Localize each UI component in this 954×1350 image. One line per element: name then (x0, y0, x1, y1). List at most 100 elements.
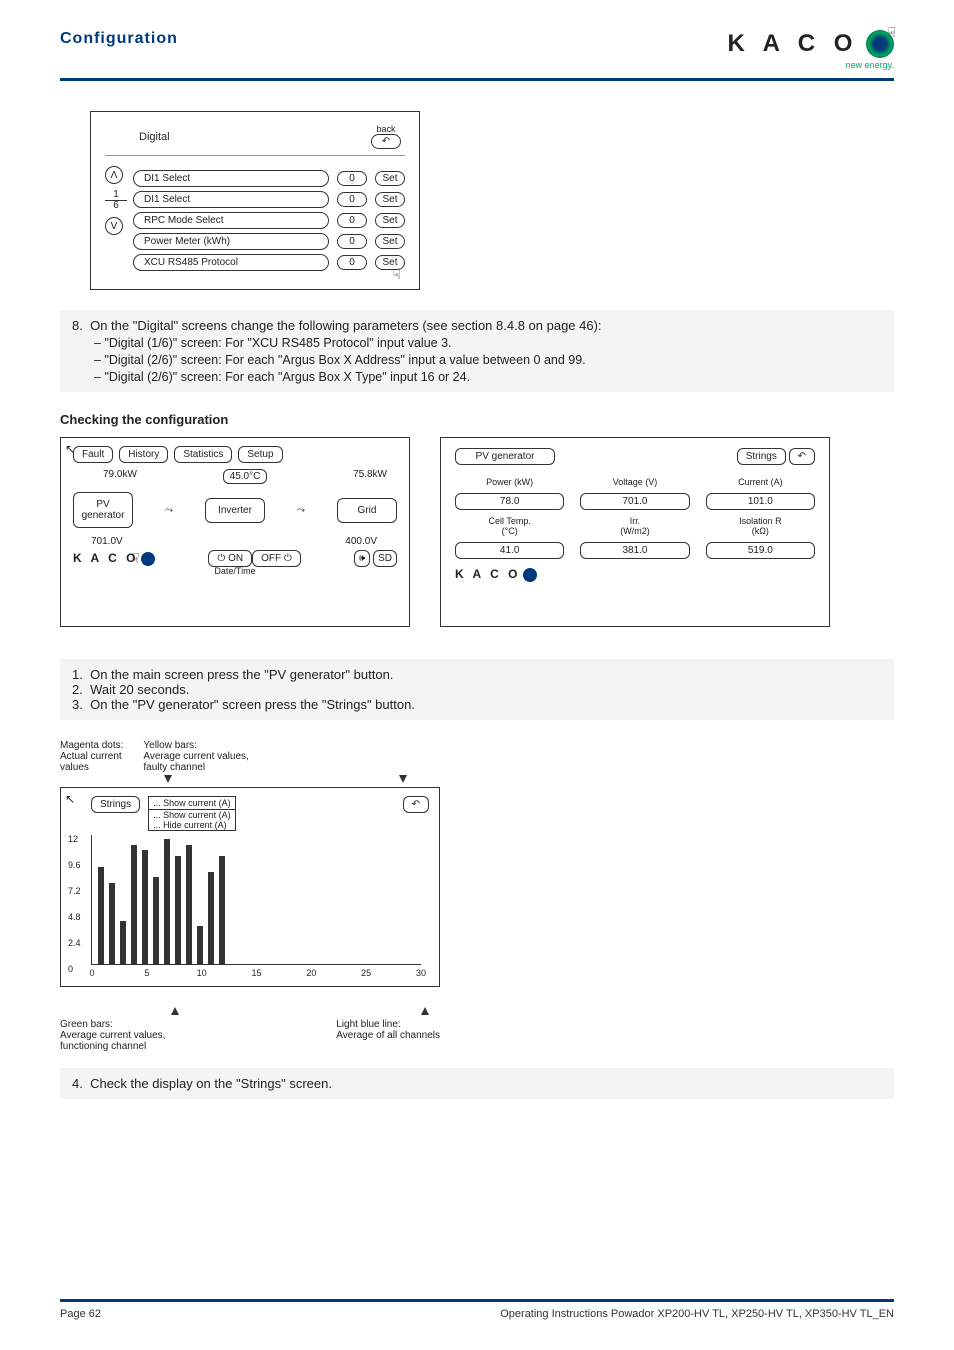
arrow-down-icon (399, 775, 407, 783)
data-value: 101.0 (706, 493, 815, 510)
substep: "Digital (1/6)" screen: For "XCU RS485 P… (94, 336, 882, 350)
legend-text: Light blue line: (336, 1019, 440, 1030)
on-button[interactable]: ⏻ ON (208, 550, 252, 567)
data-value: 41.0 (455, 542, 564, 559)
grid-voltage: 400.0V (345, 536, 377, 547)
down-icon[interactable]: V (105, 217, 123, 235)
step-text: On the "PV generator" screen press the "… (90, 697, 415, 712)
instruction-block-8: 8. On the "Digital" screens change the f… (60, 310, 894, 392)
param-label: DI1 Select (133, 191, 329, 208)
data-label: Current (A) (706, 477, 815, 487)
legend-text: Magenta dots: (60, 740, 123, 751)
page-indicator-col: Λ 1 6 V (105, 166, 127, 275)
legend-text: functioning channel (60, 1041, 165, 1052)
chart-bar (109, 883, 115, 964)
setup-tab[interactable]: Setup (238, 446, 282, 463)
substep: "Digital (2/6)" screen: For each "Argus … (94, 353, 882, 367)
swirl-icon (141, 552, 155, 566)
cursor-icon: ↖ (65, 792, 75, 806)
set-button[interactable]: Set (375, 192, 405, 207)
back-button[interactable]: ↶ (371, 134, 401, 149)
legend-text: Average current values, (60, 1030, 165, 1041)
pv-kw-value: 79.0kW (103, 469, 137, 484)
data-label: Irr. (W/m2) (580, 516, 689, 536)
inverter-block: Inverter (205, 498, 265, 523)
step-text: Check the display on the "Strings" scree… (90, 1076, 332, 1091)
chart-bar (175, 856, 181, 964)
param-value: 0 (337, 255, 367, 270)
brand-logo: K A C O new energy. (727, 30, 894, 70)
step-text: On the main screen press the "PV generat… (90, 667, 393, 682)
pv-generator-panel: PV generator Strings ↶ ☟ Power (kW) Volt… (440, 437, 830, 627)
step-num: 4. (72, 1076, 83, 1091)
param-value: 0 (337, 192, 367, 207)
sd-icon[interactable]: SD (373, 550, 397, 567)
chart-bar (142, 850, 148, 964)
data-label: Cell Temp. (°C) (455, 516, 564, 536)
param-label: Power Meter (kWh) (133, 233, 329, 250)
step-num: 1. (72, 667, 83, 682)
instruction-block-4: 4. Check the display on the "Strings" sc… (60, 1068, 894, 1099)
substep: "Digital (2/6)" screen: For each "Argus … (94, 370, 882, 384)
kaco-mini-logo: K A C O (455, 567, 520, 581)
arrow-down-icon (171, 1007, 179, 1015)
param-value: 0 (337, 213, 367, 228)
set-button[interactable]: Set (375, 213, 405, 228)
kaco-mini-logo: K A C O (73, 551, 138, 565)
chart-bar (164, 839, 170, 964)
datetime-label: Date/Time (73, 566, 397, 576)
chart-bar (153, 877, 159, 964)
logo-tagline: new energy. (727, 60, 894, 70)
logo-text: K A C O (727, 30, 858, 58)
dropdown-option[interactable]: ... Show current (A) (149, 810, 235, 820)
chart-bar (208, 872, 214, 964)
legend-text: Average of all channels (336, 1030, 440, 1041)
dropdown-option[interactable]: ... Hide current (A) (149, 820, 235, 830)
arrow-icon: ⤳ (165, 505, 173, 516)
speaker-icon[interactable]: 🕪 (354, 550, 370, 567)
page-header: Configuration K A C O new energy. (60, 30, 894, 81)
back-button[interactable]: ↶ (403, 796, 429, 813)
fault-tab[interactable]: Fault (73, 446, 113, 463)
grid-block: Grid (337, 498, 397, 523)
digital-screen-panel: Digital back ↶ Λ 1 6 V DI1 Select0Set DI… (90, 111, 420, 290)
step-num: 3. (72, 697, 83, 712)
data-label: Isolation R (kΩ) (706, 516, 815, 536)
chart-bar (98, 867, 104, 965)
check-config-heading: Checking the configuration (60, 412, 894, 427)
back-button[interactable]: ↶ (789, 448, 815, 465)
history-tab[interactable]: History (119, 446, 168, 463)
header-title: Configuration (60, 30, 178, 48)
step-text: Wait 20 seconds. (90, 682, 189, 697)
main-system-panel: ↖ Fault History Statistics Setup 79.0kW … (60, 437, 410, 627)
pvg-title: PV generator (455, 448, 555, 465)
hand-cursor-icon: ☟ (887, 24, 896, 41)
strings-button[interactable]: Strings (737, 448, 786, 465)
swirl-icon (523, 568, 537, 582)
data-label: Voltage (V) (580, 477, 689, 487)
param-value: 0 (337, 234, 367, 249)
arrow-icon: ⤳ (297, 505, 305, 516)
arrow-down-icon (421, 1007, 429, 1015)
doc-title: Operating Instructions Powador XP200-HV … (500, 1308, 894, 1320)
chart-section: Magenta dots: Actual current values Yell… (60, 740, 480, 1052)
instruction-block-123: 1. On the main screen press the "PV gene… (60, 659, 894, 720)
data-value: 701.0 (580, 493, 689, 510)
data-value: 78.0 (455, 493, 564, 510)
pv-voltage: 701.0V (91, 536, 123, 547)
temp-value: 45.0°C (223, 469, 268, 484)
page-total: 6 (105, 201, 127, 211)
legend-text: Green bars: (60, 1019, 165, 1030)
set-button[interactable]: Set (375, 171, 405, 186)
page-footer: Page 62 Operating Instructions Powador X… (60, 1299, 894, 1320)
digital-title: Digital (139, 131, 170, 143)
up-icon[interactable]: Λ (105, 166, 123, 184)
dropdown-option[interactable]: ... Show current (A) (149, 797, 235, 810)
back-label: back (371, 124, 401, 134)
strings-title: Strings (91, 796, 140, 813)
legend-text: Actual current (60, 751, 123, 762)
pv-generator-button[interactable]: PV generator (73, 492, 133, 528)
statistics-tab[interactable]: Statistics (174, 446, 232, 463)
off-button[interactable]: OFF ⏻ (252, 550, 301, 567)
set-button[interactable]: Set (375, 234, 405, 249)
